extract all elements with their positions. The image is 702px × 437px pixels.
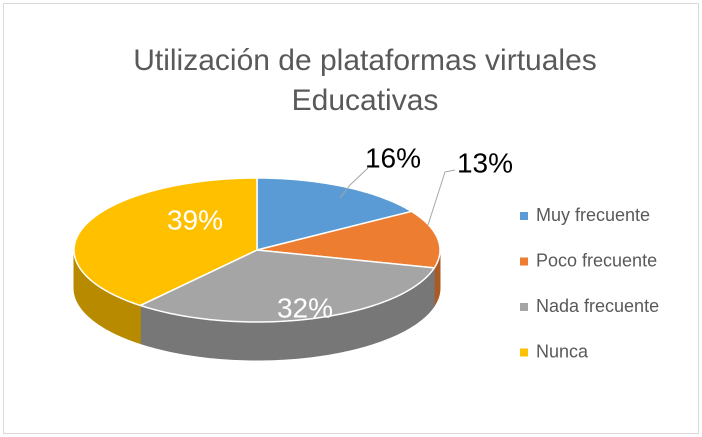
legend-label: Nunca <box>536 341 589 361</box>
title-part: Utilización de plataformas virtuales <box>133 44 597 77</box>
slice <box>256 177 414 251</box>
data-label: 39% <box>167 204 223 235</box>
legend-label: Muy frecuente <box>536 205 650 225</box>
leader-line <box>339 167 369 199</box>
slice <box>256 210 441 269</box>
title-part: Educativas <box>292 84 439 117</box>
legend-label: Nada frecuente <box>536 296 659 316</box>
data-label: 16% <box>365 142 421 173</box>
chart-title-line1: Utilización de plataformas virtuales <box>133 44 597 77</box>
legend-swatch <box>520 257 528 266</box>
legend-label: Poco frecuente <box>536 250 657 270</box>
legend-swatch <box>520 303 528 311</box>
data-label: 32% <box>277 292 333 323</box>
chart-title-line2: Educativas <box>292 84 439 117</box>
legend-swatch <box>520 212 528 220</box>
slice <box>73 177 258 307</box>
slice <box>138 249 436 323</box>
legend-swatch <box>520 348 528 357</box>
leader-line <box>427 169 456 226</box>
data-label: 13% <box>457 147 513 178</box>
